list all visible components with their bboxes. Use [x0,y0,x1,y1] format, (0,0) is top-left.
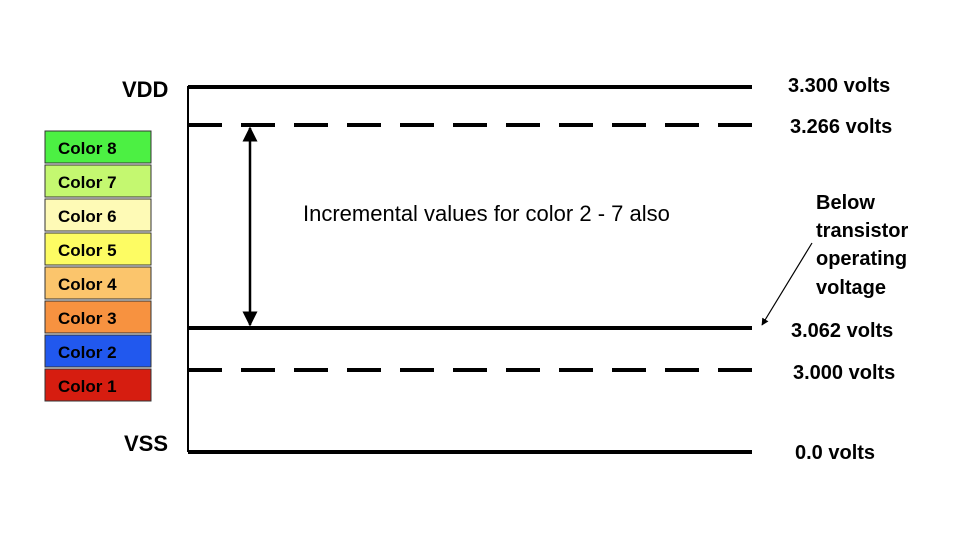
side-note-line-1: Below [816,192,875,214]
vdd-label: VDD [122,77,168,102]
color-legend: Color 8 Color 7 Color 6 Color 5 Color 4 … [44,130,152,402]
color-8-swatch [44,130,152,164]
vss-label: VSS [124,431,168,456]
level-label-3062: 3.062 volts [791,320,893,342]
note-pointer-arrow [761,242,813,326]
color-5-label: Color 5 [58,241,117,260]
color-1-swatch [44,368,152,402]
color-2-label: Color 2 [58,343,117,362]
color-7-swatch [44,164,152,198]
color-4-label: Color 4 [58,275,117,294]
side-note-line-2: transistor [816,220,908,242]
level-label-3300: 3.300 volts [788,75,890,97]
color-7-label: Color 7 [58,173,117,192]
color-6-swatch [44,198,152,232]
incremental-note: Incremental values for color 2 - 7 also [303,201,670,226]
color-1-label: Color 1 [58,377,117,396]
color-8-label: Color 8 [58,139,117,158]
color-4-swatch [44,266,152,300]
color-2-swatch [44,334,152,368]
color-6-label: Color 6 [58,207,117,226]
side-note-line-3: operating [816,248,907,270]
color-3-swatch [44,300,152,334]
level-label-0: 0.0 volts [795,442,875,464]
level-label-3266: 3.266 volts [790,116,892,138]
side-note-line-4: voltage [816,277,886,299]
color-5-swatch [44,232,152,266]
color-3-label: Color 3 [58,309,117,328]
level-label-3000: 3.000 volts [793,362,895,384]
